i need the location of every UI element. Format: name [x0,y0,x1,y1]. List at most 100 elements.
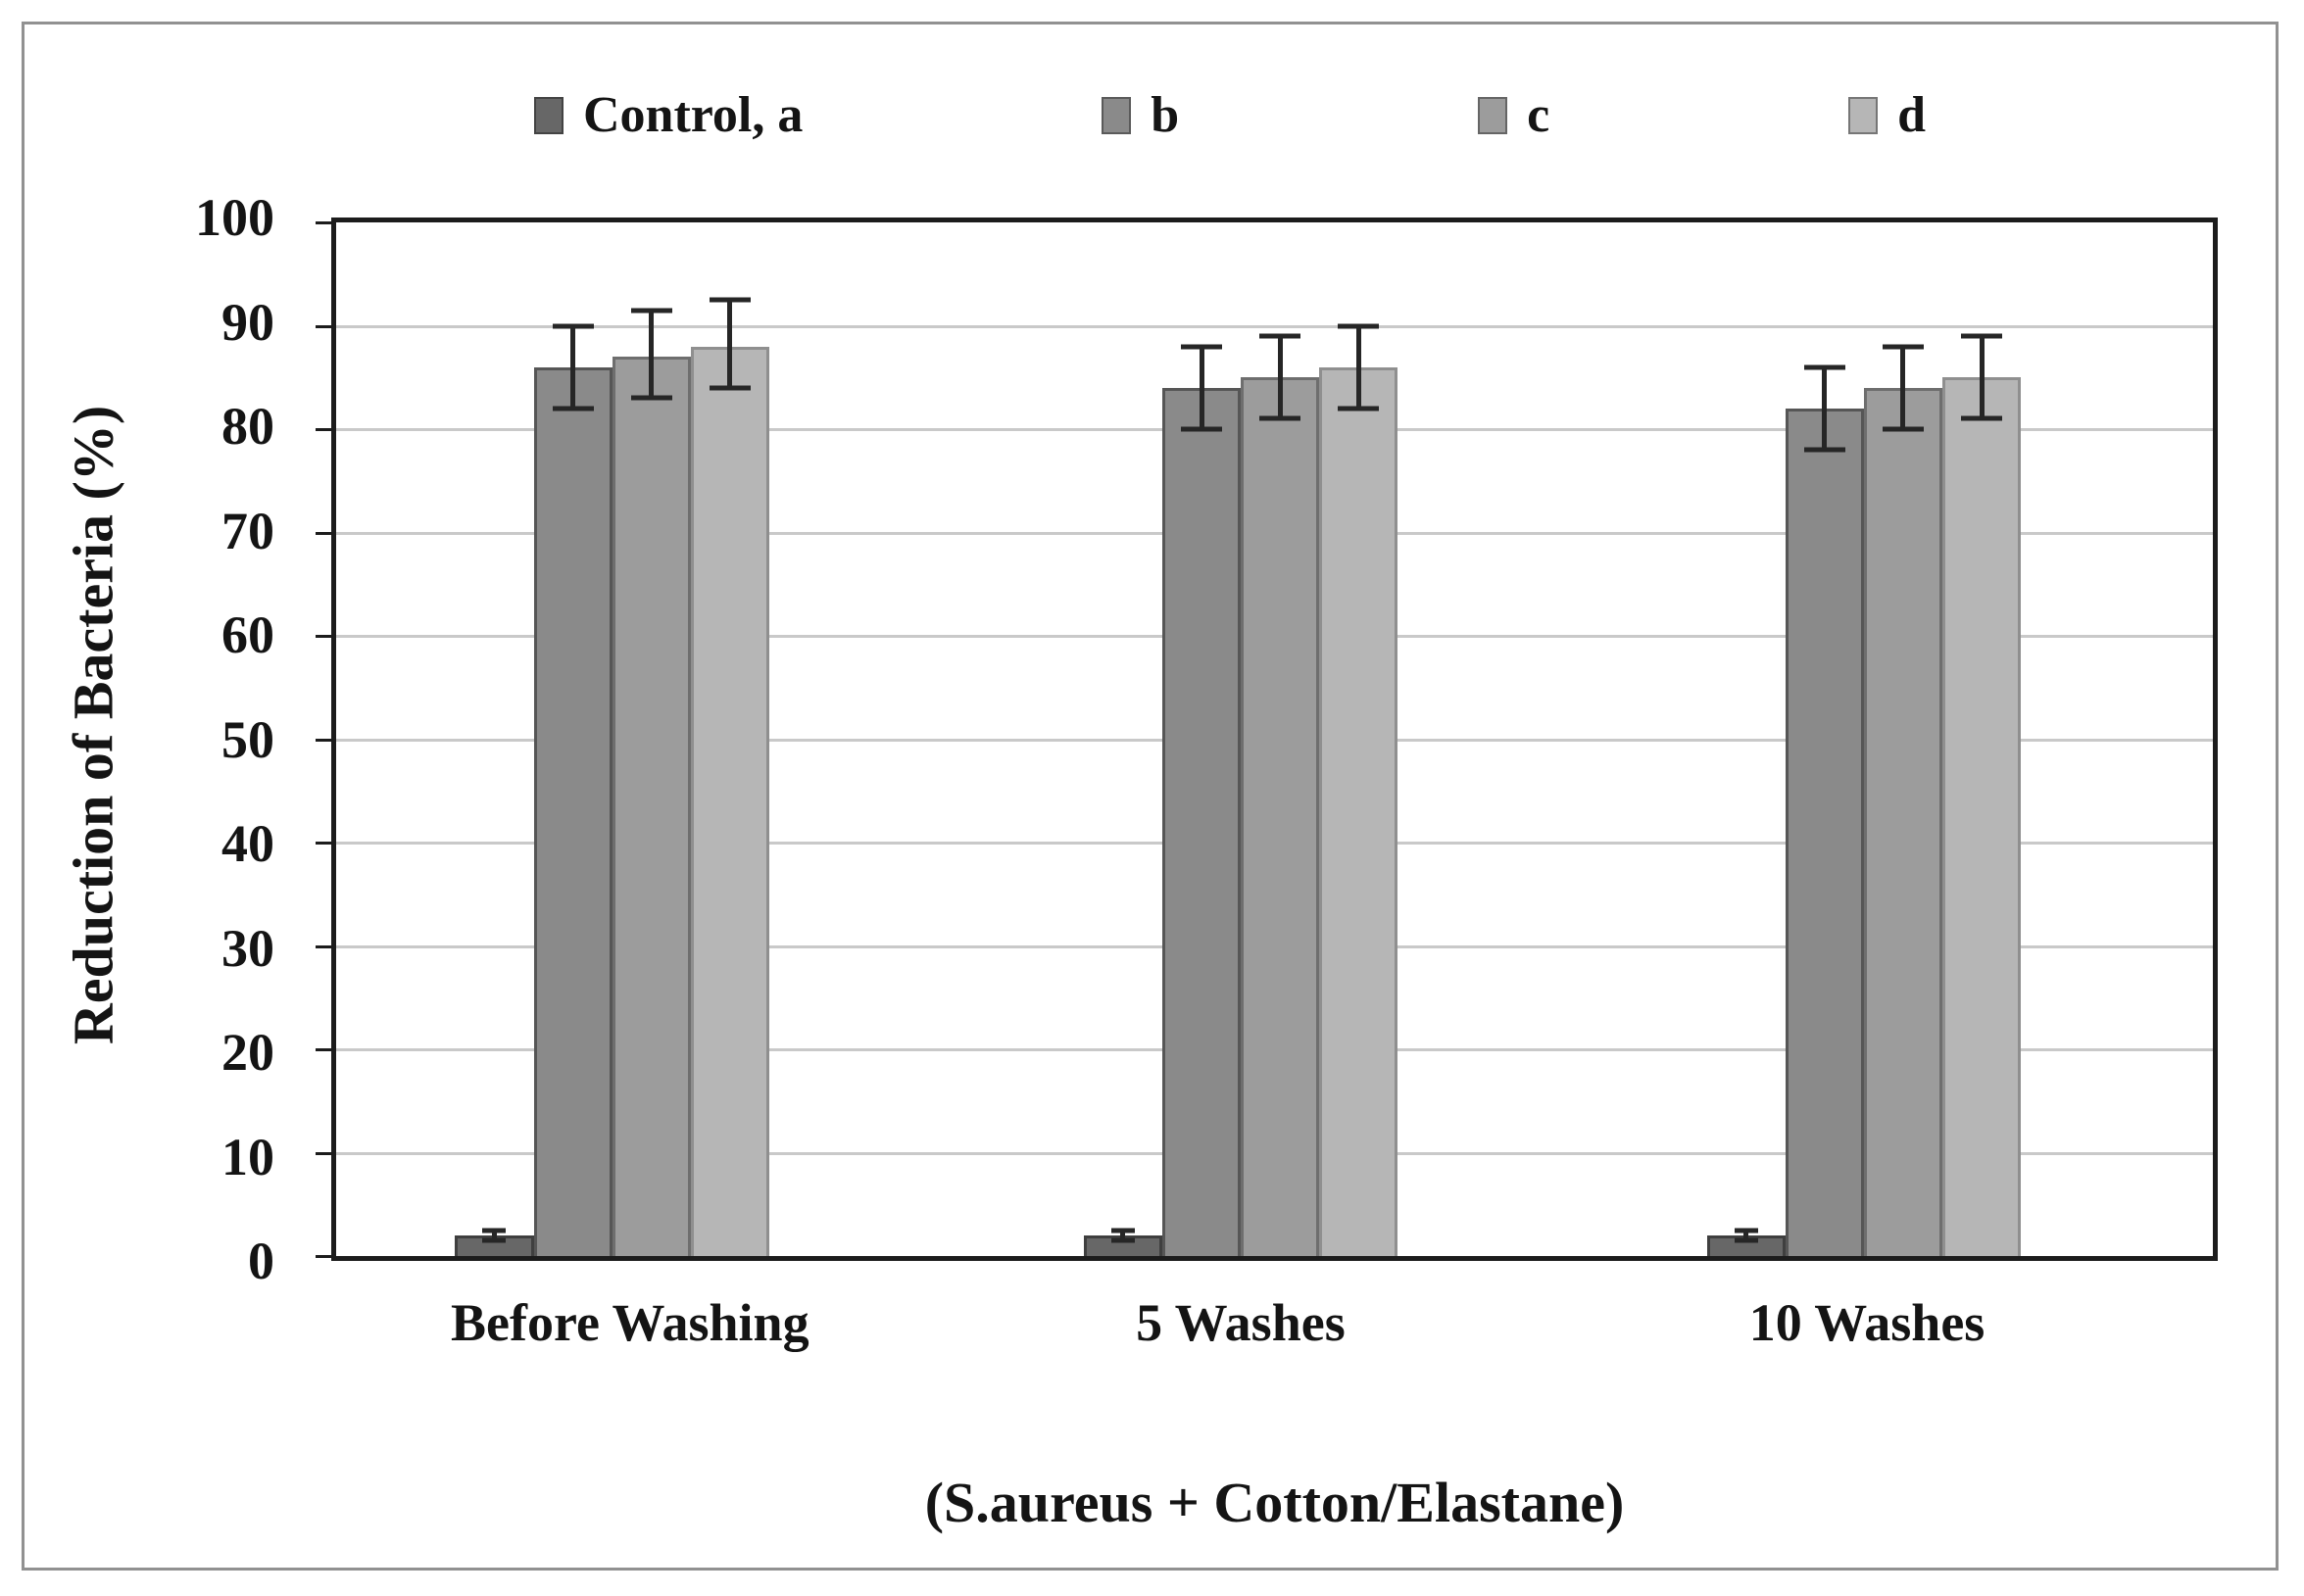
legend: Control, a b c d [534,78,1926,153]
y-tick-mark [316,428,331,431]
error-bar-cap [552,406,594,411]
error-bar-cap [709,297,751,303]
error-bar [570,325,576,409]
error-bar [1743,1230,1749,1241]
legend-item-d: d [1848,90,1926,141]
x-category-label-10-washes: 10 Washes [1748,1293,1985,1352]
error-bar [1277,336,1283,419]
bar-d-2 [1319,366,1398,1256]
error-bar-cap [1961,415,2003,421]
y-tick-mark [316,1048,331,1051]
y-tick-label: 40 [221,814,274,873]
y-tick-mark [316,1151,331,1155]
legend-item-control-a: Control, a [534,90,803,141]
error-bar [727,300,733,388]
bar-group-before-washing [455,222,769,1256]
error-bar-cap [1338,406,1380,411]
legend-marker-b-icon [1102,97,1132,134]
error-bar-cap [1338,323,1380,328]
error-bar-cap [482,1237,507,1243]
plot-area [316,218,2218,1261]
y-tick-label: 30 [221,918,274,978]
bar-c-3 [1863,387,1942,1256]
bar-slot [1863,222,1942,1256]
error-bar-cap [1882,344,1924,350]
y-tick-label: 10 [221,1127,274,1186]
error-bar-cap [1181,426,1223,432]
bar-c-1 [612,357,691,1256]
bar-slot [533,222,613,1256]
legend-item-b: b [1102,90,1179,141]
bar-b-2 [1162,387,1242,1256]
legend-marker-control-a-icon [534,97,564,134]
x-category-label-5-washes: 5 Washes [1136,1293,1346,1352]
bar-slot [1162,222,1242,1256]
legend-marker-d-icon [1848,97,1879,134]
figure-border [22,22,2279,1571]
bar-group-5-washes [1083,222,1398,1256]
error-bar [649,310,655,399]
error-bar [1355,325,1361,409]
y-tick-label: 50 [221,709,274,769]
legend-item-c: c [1478,90,1549,141]
y-tick-mark [316,324,331,328]
error-bar-cap [1961,333,2003,339]
error-bar [1900,346,1906,429]
bar-slot [455,222,534,1256]
error-bar-cap [709,385,751,391]
y-tick-mark [316,944,331,948]
x-category-label-before-washing: Before Washing [451,1293,809,1352]
y-tick-label: 0 [248,1232,274,1290]
legend-label: c [1527,87,1550,143]
y-tick-mark [316,738,331,742]
bar-slot [1941,222,2022,1256]
error-bar-cap [630,395,672,401]
error-bar-cap [1110,1228,1135,1233]
y-tick-mark [316,842,331,845]
bar-c-2 [1241,377,1320,1256]
y-tick-label: 90 [221,292,274,352]
error-bar [1199,346,1204,429]
y-tick-mark [316,1255,331,1258]
error-bar-cap [1803,364,1845,370]
bar-d-1 [690,346,769,1256]
error-bar-cap [1259,415,1301,421]
error-bar-cap [1882,426,1924,432]
error-bar-cap [552,323,594,328]
error-bar-cap [1181,344,1223,350]
y-tick-label: 60 [221,605,274,664]
bar-b-1 [533,366,613,1256]
error-bar-cap [1734,1228,1758,1233]
error-bar [1120,1230,1126,1241]
y-axis-tick-labels: 100 90 80 70 60 50 40 30 20 10 0 [0,191,302,1287]
error-bar-cap [1734,1237,1758,1243]
bar-slot [690,222,769,1256]
error-bar-cap [1259,333,1301,339]
legend-marker-c-icon [1478,97,1508,134]
bar-slot [1319,222,1398,1256]
x-axis-title: (S.aureus + Cotton/Elastane) [924,1471,1625,1534]
y-tick-label: 20 [221,1023,274,1082]
bar-b-3 [1785,408,1864,1256]
bar-slot [1785,222,1864,1256]
y-tick-mark [316,635,331,638]
gridline [336,324,2213,328]
bar-slot [612,222,691,1256]
bar-slot [1241,222,1320,1256]
legend-label: Control, a [583,87,804,143]
y-tick-label: 70 [221,501,274,560]
error-bar-cap [482,1228,507,1233]
bar-group-10-washes [1706,222,2022,1256]
error-bar [491,1230,497,1241]
error-bar [1822,366,1828,451]
error-bar [1979,336,1985,419]
y-tick-label: 80 [221,397,274,456]
error-bar-cap [630,308,672,314]
bar-slot [1083,222,1163,1256]
y-tick-label: 100 [195,188,274,247]
bar-d-3 [1941,377,2022,1256]
legend-label: b [1151,87,1180,143]
bar-slot [1706,222,1786,1256]
y-tick-mark [316,221,331,224]
